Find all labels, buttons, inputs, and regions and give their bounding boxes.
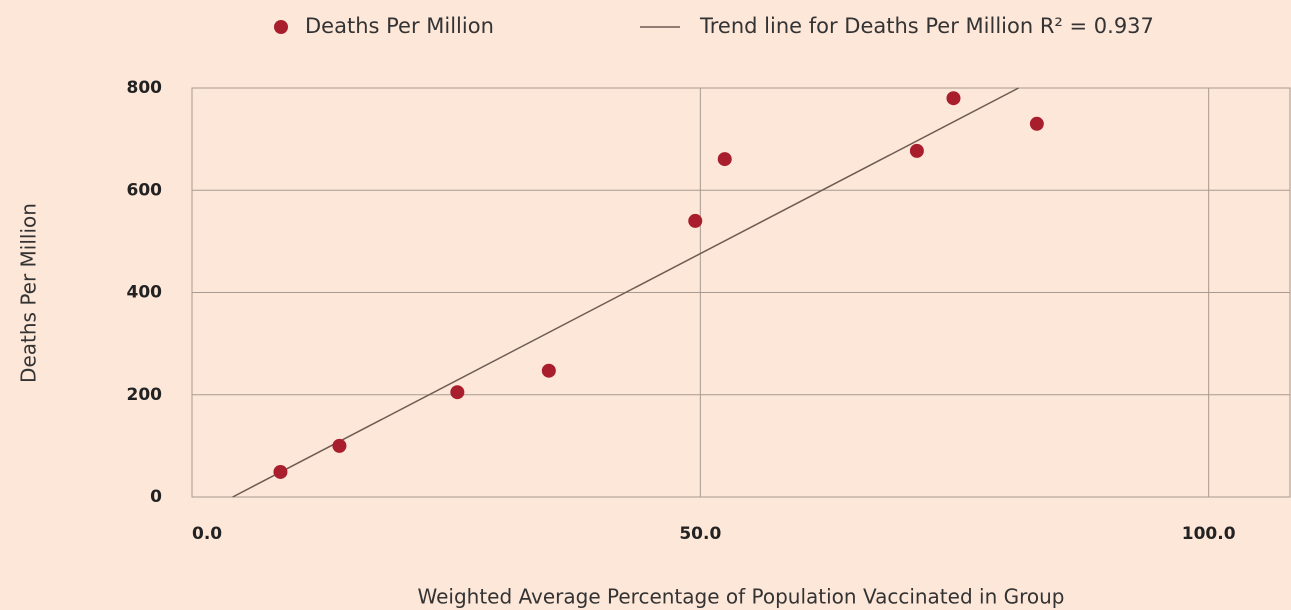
- x-tick-label: 0.0: [192, 524, 222, 544]
- y-tick-label: 200: [127, 385, 163, 405]
- point: [450, 385, 465, 400]
- y-tick-label: 400: [127, 283, 163, 303]
- y-axis-title: Deaths Per Million: [17, 203, 41, 383]
- point: [541, 363, 556, 378]
- legend-label: Trend line for Deaths Per Million R² = 0…: [699, 14, 1154, 38]
- y-tick-label: 0: [150, 487, 162, 507]
- y-tick-label: 800: [127, 78, 163, 98]
- point: [1029, 116, 1044, 131]
- x-tick-label: 100.0: [1182, 524, 1236, 544]
- x-axis-title: Weighted Average Percentage of Populatio…: [417, 585, 1064, 609]
- point: [273, 464, 288, 479]
- point: [332, 438, 347, 453]
- x-tick-label: 50.0: [679, 524, 721, 544]
- trend-line: [232, 87, 1019, 498]
- point: [717, 152, 732, 167]
- legend-marker: [274, 20, 288, 34]
- point: [688, 213, 703, 228]
- legend-label: Deaths Per Million: [305, 14, 494, 38]
- point: [946, 91, 961, 106]
- y-tick-label: 600: [127, 180, 163, 200]
- point: [909, 143, 924, 158]
